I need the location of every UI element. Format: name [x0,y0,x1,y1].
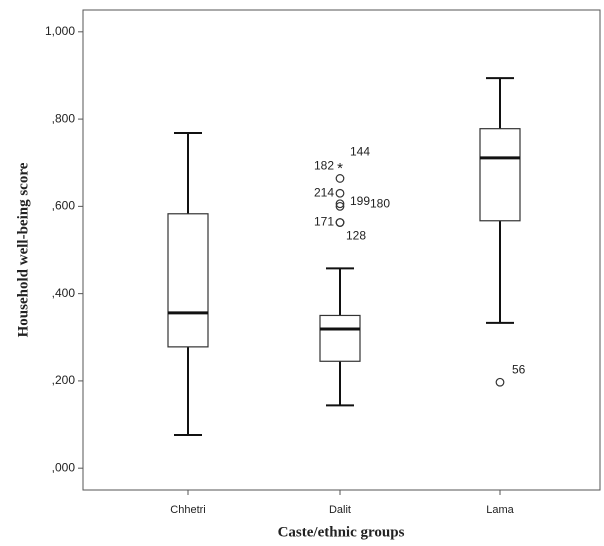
outlier-label: 199 [350,194,370,208]
box [319,314,361,362]
outlier-label: 128 [346,229,366,243]
outlier [335,218,345,227]
outlier [335,188,345,198]
y-tick-label: ,600 [52,199,76,213]
box [167,213,209,348]
x-tick-label: Chhetri [170,504,205,516]
y-tick-label: ,400 [52,286,76,300]
outlier-star: * [337,160,343,177]
outlier-label: 144 [350,144,370,158]
y-tick-label: ,800 [52,111,76,125]
outlier [335,174,345,183]
outlier [335,201,345,211]
x-tick-label: Dalit [329,504,351,516]
x-tick-label: Lama [486,504,514,516]
outlier-label: 56 [512,362,526,376]
outlier [335,199,345,209]
outlier-label: 171 [314,215,334,229]
box [479,128,521,222]
outlier-label: 180 [370,197,390,211]
x-axis-title: Caste/ethnic groups [278,524,405,540]
y-tick-label: ,000 [52,460,76,474]
outlier-label: 214 [314,185,334,199]
outlier [495,377,505,387]
y-axis-title: Household well-being score [15,162,31,337]
y-tick-label: ,200 [52,373,76,387]
plot-frame [82,9,601,491]
outlier-label: 182 [314,159,334,173]
y-tick-label: 1,000 [45,24,75,38]
